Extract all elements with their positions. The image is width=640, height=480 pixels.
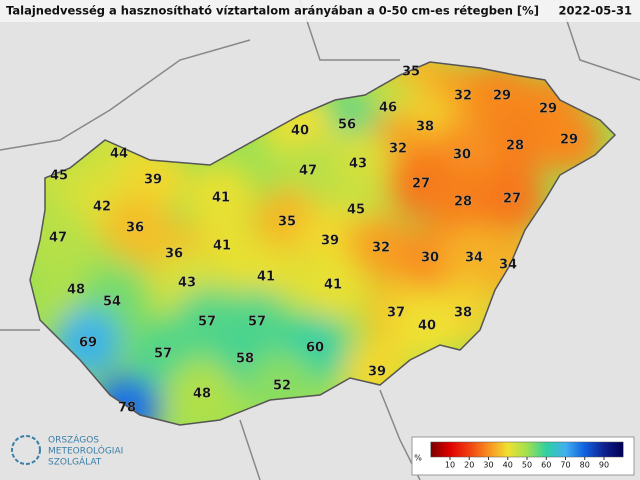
moisture-blob bbox=[478, 165, 546, 233]
moisture-blob bbox=[393, 292, 461, 360]
point-value: 42 bbox=[93, 200, 111, 215]
country-border bbox=[29, 61, 617, 426]
point-value: 28 bbox=[454, 195, 472, 210]
point-value: 41 bbox=[212, 191, 230, 206]
point-value: 35 bbox=[402, 65, 420, 80]
moisture-blob bbox=[299, 251, 367, 319]
point-value: 41 bbox=[257, 270, 275, 285]
legend-tick-label: 20 bbox=[464, 461, 474, 470]
point-value: 40 bbox=[291, 124, 309, 139]
point-value: 34 bbox=[499, 258, 517, 273]
point-value: 32 bbox=[389, 142, 407, 157]
point-value: 47 bbox=[299, 164, 317, 179]
point-value: 78 bbox=[118, 401, 136, 416]
moisture-blob bbox=[481, 112, 549, 180]
legend-tick-label: 50 bbox=[522, 461, 532, 470]
legend-tick-label: 80 bbox=[580, 461, 590, 470]
legend: 10 20 30 40 50 60 70 80 90 bbox=[430, 441, 624, 470]
point-value: 40 bbox=[418, 319, 436, 334]
point-value: 29 bbox=[560, 133, 578, 148]
legend-tick-label: 90 bbox=[599, 461, 609, 470]
title: Talajnedvesség a hasznosítható víztartal… bbox=[6, 4, 539, 18]
point-value: 56 bbox=[338, 118, 356, 133]
point-value: 52 bbox=[273, 379, 291, 394]
legend-tick-label: 10 bbox=[445, 461, 455, 470]
point-value: 47 bbox=[49, 231, 67, 246]
point-value: 27 bbox=[412, 177, 430, 192]
point-value: 57 bbox=[248, 315, 266, 330]
point-value: 29 bbox=[493, 89, 511, 104]
point-value: 27 bbox=[503, 192, 521, 207]
moisture-blob bbox=[274, 137, 342, 205]
point-value: 43 bbox=[349, 157, 367, 172]
point-value: 38 bbox=[454, 306, 472, 321]
point-value: 36 bbox=[165, 247, 183, 262]
point-value: 34 bbox=[465, 251, 483, 266]
labels: 35 32 29 29 46 56 40 38 28 29 32 30 44 43 47 45 39 27 28 27… bbox=[49, 64, 579, 416]
moisture-blob bbox=[535, 106, 603, 174]
moisture-blob bbox=[168, 360, 236, 425]
moisture-blob bbox=[187, 164, 255, 232]
point-value: 35 bbox=[278, 215, 296, 230]
point-value: 69 bbox=[79, 336, 97, 351]
point-value: 29 bbox=[539, 102, 557, 117]
point-value: 41 bbox=[324, 278, 342, 293]
point-value: 48 bbox=[67, 283, 85, 298]
point-value: 30 bbox=[453, 148, 471, 163]
point-value: 57 bbox=[198, 315, 216, 330]
legend-tick-label: 60 bbox=[541, 461, 551, 470]
point-value: 32 bbox=[454, 89, 472, 104]
point-value: 45 bbox=[50, 169, 68, 184]
point-value: 32 bbox=[372, 241, 390, 256]
legend-tick-label: 40 bbox=[503, 461, 513, 470]
moisture-field bbox=[30, 62, 603, 425]
point-value: 44 bbox=[110, 147, 128, 162]
header-bar bbox=[0, 0, 640, 22]
legend-tick-label: 30 bbox=[483, 461, 493, 470]
point-value: 45 bbox=[347, 203, 365, 218]
point-value: 57 bbox=[154, 347, 172, 362]
point-value: 60 bbox=[306, 341, 324, 356]
point-value: 28 bbox=[506, 139, 524, 154]
point-value: 36 bbox=[126, 221, 144, 236]
date: 2022-05-31 bbox=[558, 4, 632, 18]
logo-line: SZOLGÁLAT bbox=[48, 456, 102, 468]
legend-tick-label: 70 bbox=[560, 461, 570, 470]
point-value: 46 bbox=[379, 101, 397, 116]
logo-icon bbox=[11, 435, 41, 465]
point-value: 39 bbox=[144, 173, 162, 188]
point-value: 43 bbox=[178, 276, 196, 291]
moisture-blob bbox=[429, 168, 497, 236]
color-bar bbox=[430, 441, 624, 458]
point-value: 58 bbox=[236, 352, 254, 367]
point-value: 39 bbox=[368, 365, 386, 380]
point-value: 38 bbox=[416, 120, 434, 135]
point-value: 39 bbox=[321, 234, 339, 249]
point-value: 54 bbox=[103, 295, 121, 310]
point-value: 41 bbox=[213, 239, 231, 254]
logo-line: ORSZÁGOS bbox=[48, 434, 99, 446]
logo-line: METEOROLÓGIAI bbox=[48, 445, 123, 457]
point-value: 48 bbox=[193, 387, 211, 402]
legend-unit: % bbox=[414, 454, 422, 463]
point-value: 30 bbox=[421, 251, 439, 266]
point-value: 37 bbox=[387, 306, 405, 321]
